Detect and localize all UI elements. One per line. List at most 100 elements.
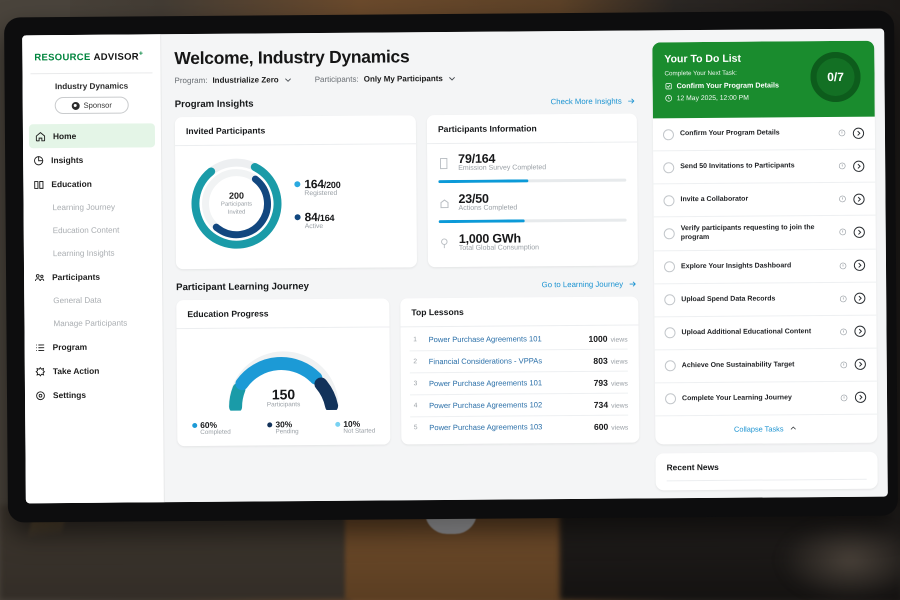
participants-information-card: Participants Information 79/164 Emission… [426, 113, 638, 268]
participants-filter-label: Participants: [314, 74, 359, 85]
sidebar-item-take-action[interactable]: Take Action [25, 358, 163, 383]
todo-checkbox[interactable] [663, 161, 675, 173]
stat-label: Emission Survey Completed [458, 164, 547, 172]
go-to-learning-journey-link[interactable]: Go to Learning Journey [542, 280, 639, 289]
todo-header: 0/7 Your To Do List Complete Your Next T… [652, 40, 875, 119]
legend-item-completed: 60% Completed [192, 420, 231, 436]
info-icon[interactable] [839, 228, 847, 236]
chevron-right-icon[interactable] [853, 325, 866, 338]
sidebar-item-learning-insights[interactable]: Learning Insights [24, 241, 162, 265]
todo-item[interactable]: Verify participants requesting to join t… [653, 215, 876, 252]
table-row[interactable]: 3 Power Purchase Agreements 101 793 views [409, 371, 629, 396]
table-row[interactable]: 2 Financial Considerations - VPPAs 803 vi… [409, 349, 628, 374]
participants-filter[interactable]: Participants: Only My Participants [315, 74, 457, 84]
clock-icon [665, 94, 673, 102]
learning-journey-header: Participant Learning Journey Go to Learn… [176, 279, 639, 294]
todo-item[interactable]: Achieve One Sustainability Target [654, 348, 877, 384]
info-icon[interactable] [840, 394, 848, 402]
table-row[interactable]: 1 Power Purchase Agreements 101 1000 view… [409, 327, 628, 352]
todo-checkbox[interactable] [664, 327, 676, 339]
todo-checkbox[interactable] [664, 294, 676, 306]
survey-icon [439, 158, 448, 170]
todo-checkbox[interactable] [663, 261, 676, 273]
program-filter[interactable]: Program: Industrialize Zero [174, 75, 292, 85]
chevron-right-icon[interactable] [853, 292, 866, 305]
lesson-views: 793 [593, 377, 608, 388]
todo-checkbox[interactable] [662, 128, 675, 140]
sponsor-badge[interactable]: Sponsor [54, 96, 129, 115]
chevron-right-icon[interactable] [853, 226, 866, 239]
right-rail: 0/7 Your To Do List Complete Your Next T… [646, 29, 888, 499]
todo-checkbox[interactable] [665, 393, 677, 405]
pie-chart-icon [34, 155, 44, 165]
sidebar-item-learning-journey[interactable]: Learning Journey [23, 195, 161, 219]
info-icon[interactable] [839, 295, 847, 303]
bulb-icon [441, 238, 448, 249]
todo-item-label: Complete Your Learning Journey [682, 394, 792, 403]
todo-item[interactable]: Upload Spend Data Records [654, 282, 877, 318]
sidebar-item-manage-participants[interactable]: Manage Participants [24, 311, 162, 335]
info-icon[interactable] [838, 195, 846, 203]
sidebar-item-education[interactable]: Education [23, 171, 161, 196]
collapse-tasks-button[interactable]: Collapse Tasks [655, 415, 877, 445]
info-icon[interactable] [839, 262, 847, 270]
sidebar-item-program[interactable]: Program [25, 334, 163, 359]
recent-news-title: Recent News [666, 460, 867, 482]
lesson-rank: 2 [413, 358, 418, 366]
todo-item-label: Explore Your Insights Dashboard [680, 262, 792, 271]
app-window: RESOURCE ADVISOR+ Industry Dynamics Spon… [22, 28, 888, 504]
info-icon[interactable] [838, 129, 846, 137]
info-icon[interactable] [838, 162, 846, 170]
todo-due: 12 May 2025, 12:00 PM [665, 93, 863, 103]
filter-bar: Program: Industrialize Zero Participants… [174, 73, 636, 85]
sidebar-item-education-content[interactable]: Education Content [24, 218, 162, 242]
todo-checkbox[interactable] [664, 360, 676, 372]
chevron-right-icon[interactable] [852, 126, 865, 139]
chevron-right-icon[interactable] [853, 259, 866, 272]
lesson-title[interactable]: Power Purchase Agreements 102 [429, 400, 543, 411]
info-icon[interactable] [840, 361, 848, 369]
todo-checkbox[interactable] [663, 228, 675, 240]
sidebar-item-general-data[interactable]: General Data [24, 288, 162, 312]
lesson-title[interactable]: Power Purchase Agreements 103 [429, 422, 543, 433]
chevron-right-icon[interactable] [854, 358, 867, 371]
lesson-title[interactable]: Power Purchase Agreements 101 [428, 334, 542, 345]
brand-logo[interactable]: RESOURCE ADVISOR+ [22, 44, 160, 73]
table-row[interactable]: 5 Power Purchase Agreements 103 600 views [410, 416, 628, 439]
todo-item[interactable]: Invite a Collaborator [653, 182, 876, 218]
todo-item[interactable]: Explore Your Insights Dashboard [653, 249, 877, 285]
views-suffix: views [611, 402, 629, 410]
monitor-bezel: RESOURCE ADVISOR+ Industry Dynamics Spon… [4, 10, 898, 523]
todo-list-panel: 0/7 Your To Do List Complete Your Next T… [652, 40, 878, 445]
sidebar-item-insights[interactable]: Insights [23, 147, 161, 172]
chevron-right-icon[interactable] [852, 192, 865, 205]
sidebar-item-participants[interactable]: Participants [24, 264, 162, 289]
todo-item[interactable]: Upload Additional Educational Content [654, 315, 877, 351]
program-filter-value: Industrialize Zero [212, 75, 279, 85]
learning-journey-title: Participant Learning Journey [176, 281, 309, 294]
lesson-title[interactable]: Power Purchase Agreements 101 [428, 378, 543, 389]
stat-actions-completed: 23/50 Actions Completed [438, 191, 626, 215]
stat-total-consumption: 1,000 GWh Total Global Consumption [439, 231, 627, 255]
todo-item[interactable]: Complete Your Learning Journey [654, 381, 878, 417]
todo-checkbox[interactable] [663, 194, 675, 206]
legend-dot-registered [294, 180, 301, 187]
todo-due-label: 12 May 2025, 12:00 PM [676, 94, 749, 102]
table-row[interactable]: 4 Power Purchase Agreements 102 734 views [410, 393, 629, 418]
todo-item[interactable]: Confirm Your Program Details [652, 116, 876, 152]
education-progress-legend: 60% Completed 30% [188, 410, 379, 436]
legend-label-registered: Registered [304, 189, 338, 197]
donut-center-text: 200 Participants Invited [186, 153, 287, 254]
lesson-title[interactable]: Financial Considerations - VPPAs [428, 356, 543, 367]
checklist-icon [665, 82, 672, 89]
sidebar-item-settings[interactable]: Settings [25, 382, 163, 407]
chevron-right-icon[interactable] [854, 391, 867, 404]
info-icon[interactable] [839, 328, 847, 336]
check-more-insights-link[interactable]: Check More Insights [551, 97, 637, 106]
arrow-right-icon [628, 98, 635, 104]
sidebar-item-home[interactable]: Home [28, 123, 156, 149]
invited-participants-title: Invited Participants [174, 115, 417, 147]
chevron-right-icon[interactable] [852, 159, 865, 172]
progress-bar-emission [438, 178, 627, 184]
todo-item[interactable]: Send 50 Invitations to Participants [653, 149, 876, 185]
